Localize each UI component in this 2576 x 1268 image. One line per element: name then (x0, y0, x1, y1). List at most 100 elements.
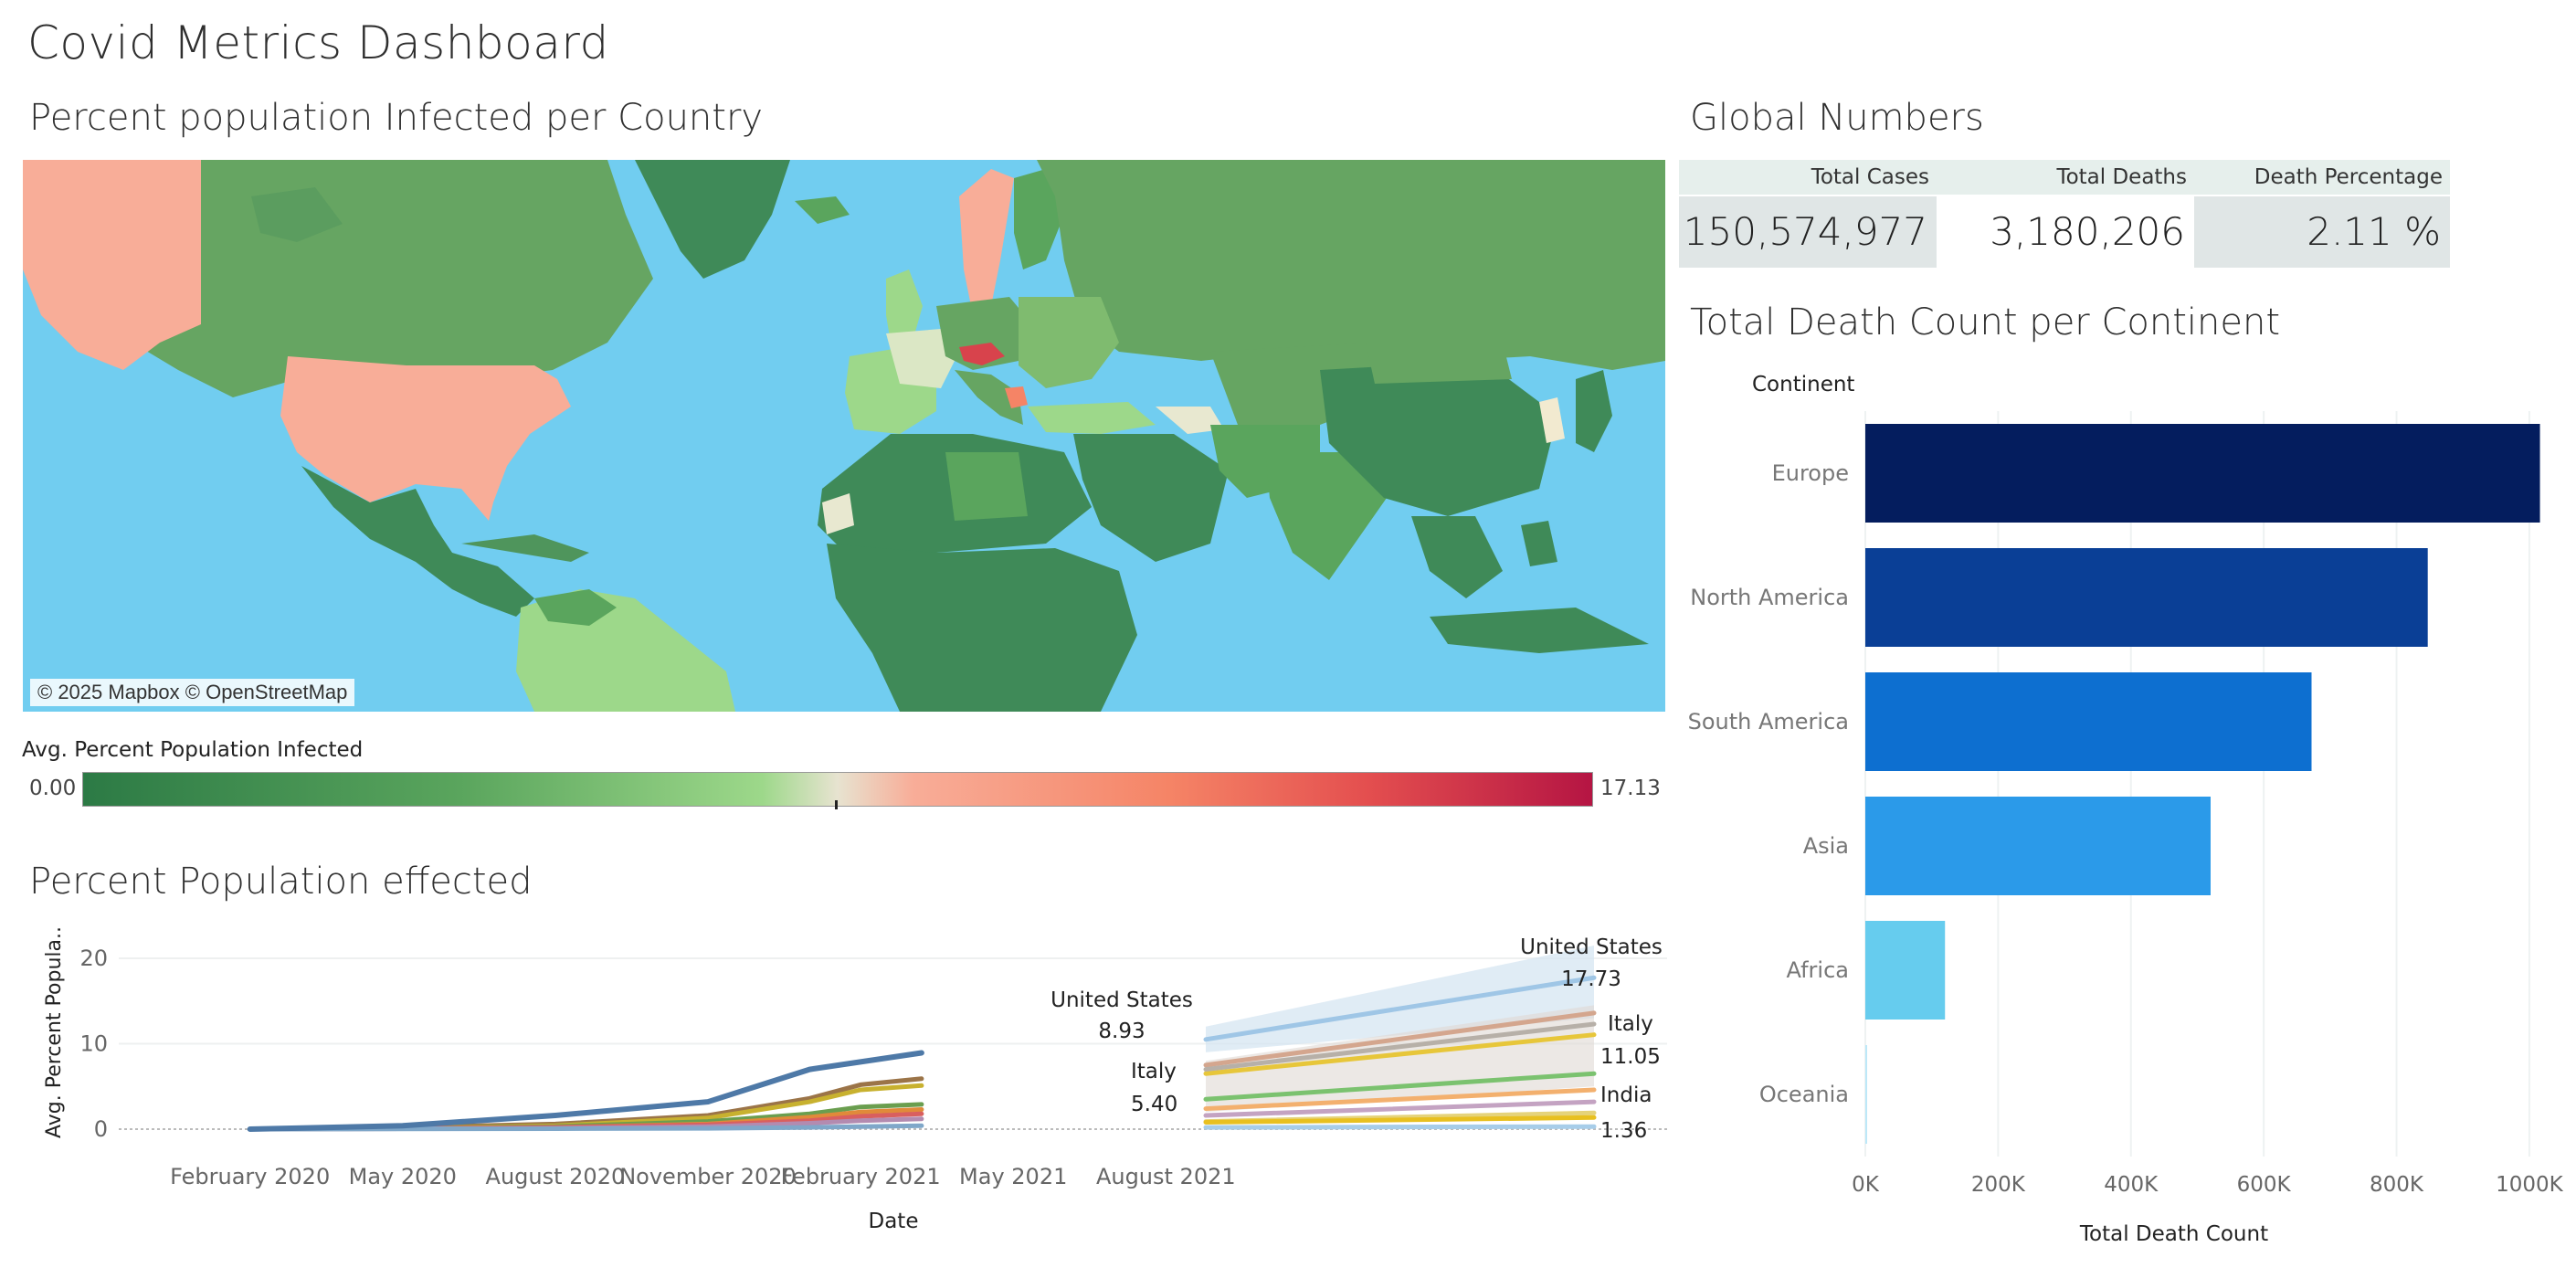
map-region-russia (1037, 160, 1665, 370)
y-tick-label: 0 (94, 1116, 108, 1142)
header-total-deaths: Total Deaths (1937, 160, 2194, 195)
map-region-finland (1014, 169, 1064, 269)
map-region-southeast-asia (1411, 516, 1503, 598)
map-region-philippines (1521, 521, 1557, 566)
map-region-iceland (795, 196, 850, 224)
percent-population-line-chart: 0 10 20 Avg. Percent Popula.. February 2020 M… (43, 926, 1667, 1233)
map-region-libya (945, 452, 1028, 521)
map-region-caribbean (461, 534, 589, 562)
map-region-venezuela (534, 589, 617, 626)
value-death-percentage[interactable]: 2.11 % (2194, 196, 2450, 268)
bar-europe[interactable] (1865, 424, 2540, 523)
forecast-line-3 (1203, 1021, 1597, 1073)
map-region-indonesia (1430, 608, 1649, 653)
map-region-serbia (1005, 386, 1028, 408)
header-death-percentage: Death Percentage (2194, 160, 2450, 195)
world-map[interactable]: © 2025 Mapbox © OpenStreetMap (23, 160, 1665, 712)
x-tick-label: 400K (2104, 1173, 2159, 1197)
x-tick-label: February 2020 (170, 1164, 330, 1189)
header-total-cases: Total Cases (1679, 160, 1937, 195)
label-italy-forecast-name: Italy (1608, 1012, 1653, 1036)
bar-north-america[interactable] (1865, 548, 2428, 647)
label-italy-value: 5.40 (1131, 1093, 1177, 1116)
x-tick-label: May 2020 (349, 1164, 457, 1189)
category-label: Asia (1803, 833, 1849, 859)
map-region-turkey (1028, 402, 1156, 434)
series-line-united-states (247, 1050, 924, 1132)
bar-africa[interactable] (1865, 921, 1946, 1020)
map-region-mexico (301, 466, 534, 617)
map-legend-title: Avg. Percent Population Infected (22, 738, 364, 762)
bar-oceania[interactable] (1865, 1045, 1867, 1144)
bar-south-america[interactable] (1865, 672, 2312, 771)
map-region-korea (1539, 397, 1565, 443)
map-region-eastern-europe (1019, 297, 1119, 388)
category-label: Africa (1787, 957, 1849, 983)
map-region-japan (1576, 370, 1612, 452)
category-label: Europe (1772, 460, 1849, 486)
map-attribution: © 2025 Mapbox © OpenStreetMap (30, 679, 355, 706)
label-india-forecast-name: India (1600, 1083, 1652, 1107)
label-india-forecast-value: 1.36 (1600, 1119, 1647, 1143)
map-region-greenland (635, 160, 790, 279)
map-legend-max: 17.13 (1600, 777, 1661, 800)
map-region-czechia (959, 343, 1005, 365)
map-region-sub-saharan-africa (827, 544, 1137, 712)
map-legend-midpoint-tick (835, 800, 838, 809)
x-tick-label: August 2021 (1096, 1164, 1236, 1189)
label-us-forecast-name: United States (1520, 935, 1663, 959)
line-chart-title: Percent Population effected (29, 861, 533, 903)
category-label: North America (1690, 585, 1849, 610)
x-tick-label: November 2020 (619, 1164, 797, 1189)
forecast-line-8 (1203, 1115, 1597, 1125)
map-region-western-sahara (822, 493, 854, 534)
map-title: Percent population Infected per Country (29, 97, 764, 139)
map-region-france (886, 329, 955, 388)
label-us-value: 8.93 (1098, 1020, 1145, 1043)
forecast-line-2 (1203, 1032, 1597, 1076)
map-region-usa (280, 356, 571, 521)
x-tick-label: August 2020 (486, 1164, 626, 1189)
forecast-line-0 (1203, 975, 1597, 1042)
forecast-line-4 (1203, 1071, 1597, 1102)
map-region-italy-balkans (955, 370, 1023, 425)
forecast-line-9 (1203, 1124, 1597, 1130)
country-line-6 (248, 1123, 924, 1132)
x-tick-label: 200K (1971, 1173, 2026, 1197)
map-region-caucasus (1156, 407, 1224, 434)
x-tick-label: February 2021 (781, 1164, 941, 1189)
world-map-canvas (23, 160, 1665, 712)
forecast-line-1 (1203, 1010, 1597, 1068)
forecast-band-others (1206, 1005, 1594, 1113)
map-region-india (1265, 452, 1393, 580)
map-legend-gradient[interactable] (82, 772, 1593, 807)
label-italy-forecast-value: 11.05 (1600, 1045, 1661, 1069)
map-region-mongolia (1366, 343, 1512, 384)
y-tick-label: 10 (79, 1031, 108, 1057)
death-count-bar-chart: 0K 200K 400K 600K 800K 1000K Europe North Ameri… (1688, 411, 2564, 1242)
dashboard-title: Covid Metrics Dashboard (27, 16, 609, 69)
bar-asia[interactable] (1865, 797, 2211, 895)
global-numbers-table: Total Cases Total Deaths Death Percentag… (1679, 160, 2450, 269)
map-region-norway (959, 169, 1014, 315)
y-tick-label: 20 (79, 946, 108, 971)
x-tick-label: 1000K (2496, 1173, 2564, 1197)
map-region-uk (886, 269, 923, 343)
label-us-name: United States (1050, 988, 1193, 1012)
map-region-china (1320, 361, 1557, 516)
map-region-central-europe (936, 297, 1032, 370)
death-chart-title: Total Death Count per Continent (1690, 301, 2281, 343)
map-region-middle-east (1073, 434, 1229, 562)
category-label: South America (1688, 709, 1849, 734)
value-total-cases[interactable]: 150,574,977 (1679, 196, 1937, 268)
value-total-deaths[interactable]: 3,180,206 (1937, 196, 2194, 268)
map-region-arctic-islands (251, 187, 343, 242)
map-region-alaska (23, 160, 201, 370)
x-tick-label: 0K (1852, 1173, 1880, 1197)
x-axis-title: Date (869, 1210, 919, 1233)
forecast-line-5 (1203, 1087, 1597, 1112)
x-tick-label: 800K (2370, 1173, 2424, 1197)
continent-header: Continent (1752, 373, 1855, 396)
forecast-line-6 (1203, 1099, 1597, 1118)
global-numbers-title: Global Numbers (1690, 97, 1984, 139)
